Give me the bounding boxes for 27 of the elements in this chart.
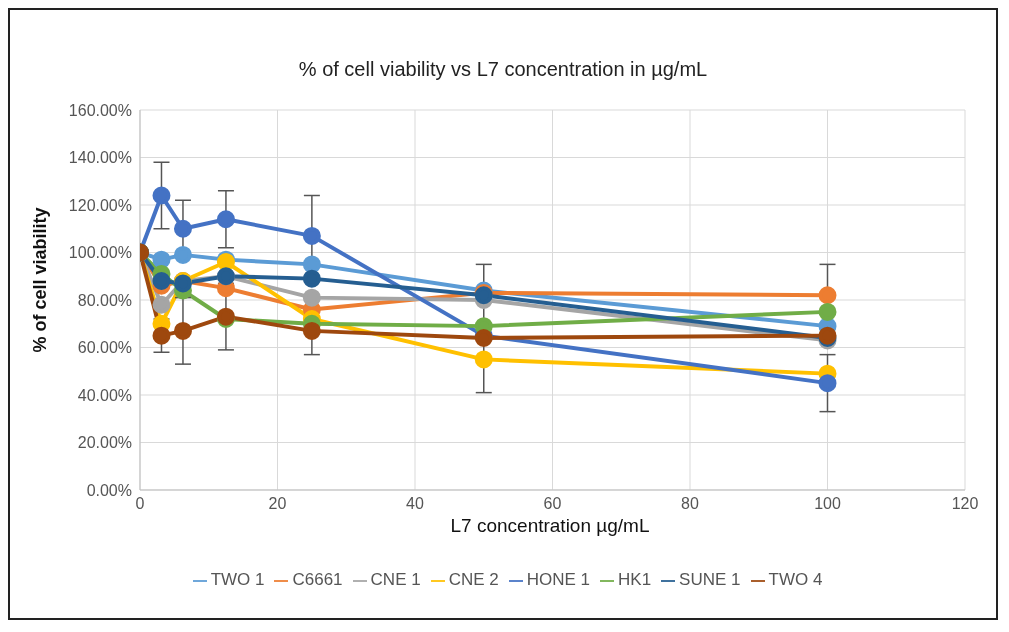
legend-label: HONE 1 [526, 570, 591, 589]
legend-label: TWO 4 [768, 570, 823, 589]
y-tick-label: 120.00% [68, 196, 132, 214]
x-tick-label: 80 [681, 495, 699, 513]
x-tick-label: 40 [406, 495, 424, 513]
legend-label: C6661 [292, 570, 343, 589]
y-tick-label: 160.00% [68, 101, 132, 119]
y-tick-label: 40.00% [77, 386, 132, 404]
x-tick-label: 20 [268, 495, 287, 513]
legend-label: HK1 [618, 570, 652, 589]
y-tick-label: 100.00% [68, 244, 132, 262]
chart-title: % of cell viability vs L7 concentration in µg/mL [297, 58, 709, 81]
y-tick-label: 60.00% [77, 339, 132, 357]
legend-label: CNE 2 [448, 570, 499, 589]
x-tick-label: 60 [543, 495, 562, 513]
x-axis-title: L7 concentration µg/mL [449, 515, 651, 537]
x-tick-label: 0 [135, 495, 145, 513]
legend-label: SUNE 1 [679, 570, 741, 589]
x-tick-label: 100 [814, 495, 841, 513]
y-axis-title: % of cell viability [29, 207, 51, 353]
legend-label: CNE 1 [370, 570, 421, 589]
y-tick-label: 140.00% [68, 149, 132, 167]
y-tick-label: 80.00% [77, 291, 132, 309]
y-tick-label: 0.00% [86, 481, 132, 499]
y-tick-label: 20.00% [77, 434, 132, 452]
x-tick-label: 120 [951, 495, 979, 513]
legend-label: TWO 1 [210, 570, 265, 589]
